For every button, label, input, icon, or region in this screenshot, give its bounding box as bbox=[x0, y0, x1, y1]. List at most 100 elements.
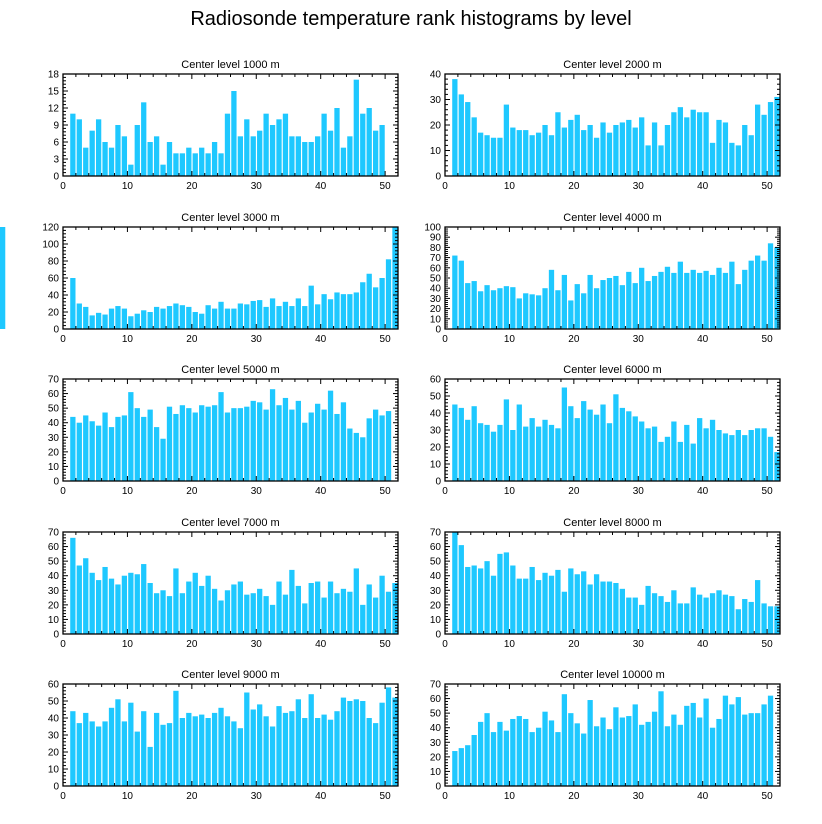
bar bbox=[89, 315, 95, 329]
panel-title: Center level 3000 m bbox=[181, 212, 279, 224]
bar bbox=[593, 726, 600, 786]
bar bbox=[722, 594, 729, 634]
bar bbox=[302, 142, 308, 176]
bar bbox=[645, 428, 651, 481]
bar bbox=[542, 419, 548, 481]
bar bbox=[767, 102, 774, 176]
x-tick-label: 30 bbox=[251, 334, 263, 345]
bar bbox=[613, 275, 619, 329]
bar bbox=[735, 145, 741, 176]
x-tick-label: 20 bbox=[568, 486, 580, 497]
bar bbox=[574, 574, 580, 634]
x-tick-label: 30 bbox=[633, 791, 645, 802]
bar bbox=[192, 312, 198, 329]
x-tick-label: 0 bbox=[442, 181, 448, 192]
bar bbox=[722, 695, 729, 786]
y-tick-label: 0 bbox=[435, 630, 441, 641]
bar bbox=[224, 412, 231, 481]
bar bbox=[555, 569, 561, 634]
bar bbox=[664, 266, 671, 329]
bar bbox=[748, 430, 754, 481]
bar bbox=[703, 270, 709, 329]
bar bbox=[458, 260, 464, 329]
bar bbox=[76, 422, 82, 481]
bar bbox=[535, 132, 542, 176]
bar bbox=[593, 288, 600, 329]
bar bbox=[192, 572, 198, 634]
panel-title: Center level 2000 m bbox=[563, 59, 661, 71]
bar bbox=[600, 122, 606, 176]
bar bbox=[250, 136, 256, 176]
y-tick-label: 30 bbox=[48, 731, 60, 742]
y-tick-label: 50 bbox=[430, 709, 442, 720]
bar bbox=[490, 137, 497, 176]
bar bbox=[471, 117, 477, 176]
bar bbox=[658, 271, 664, 329]
bar bbox=[327, 130, 334, 176]
bar bbox=[237, 581, 243, 634]
bar bbox=[664, 601, 671, 634]
bar bbox=[134, 574, 140, 634]
bar bbox=[282, 712, 289, 786]
panel-6: Center level 7000 m 0 10 20 30 40 50 0 10 20 30 40 5… bbox=[48, 517, 399, 650]
bar bbox=[153, 306, 160, 329]
bar bbox=[716, 267, 722, 329]
bar bbox=[716, 119, 722, 176]
panel-4: Center level 5000 m 0 10 20 30 40 50 0 10 20 30 40 5… bbox=[48, 364, 399, 497]
x-tick-label: 0 bbox=[60, 639, 66, 650]
y-tick-label: 30 bbox=[48, 586, 60, 597]
bar bbox=[308, 142, 314, 176]
x-tick-label: 20 bbox=[568, 181, 580, 192]
bar bbox=[639, 724, 645, 786]
bar bbox=[651, 122, 658, 176]
bar bbox=[373, 723, 379, 786]
x-tick-label: 30 bbox=[251, 486, 263, 497]
bar bbox=[587, 125, 593, 176]
bar bbox=[664, 125, 671, 176]
bar bbox=[755, 428, 761, 481]
bar bbox=[671, 590, 677, 634]
bar bbox=[613, 707, 619, 786]
bar bbox=[568, 119, 574, 176]
bar bbox=[89, 572, 95, 634]
y-tick-label: 40 bbox=[430, 723, 442, 734]
y-tick-label: 10 bbox=[430, 314, 442, 325]
bar bbox=[516, 404, 522, 481]
bar bbox=[697, 717, 703, 786]
x-tick-label: 30 bbox=[633, 334, 645, 345]
x-tick-label: 20 bbox=[186, 334, 198, 345]
bar bbox=[263, 716, 269, 786]
bar bbox=[716, 718, 722, 786]
bar bbox=[709, 593, 716, 634]
bar bbox=[360, 113, 366, 176]
bar bbox=[147, 583, 153, 634]
bar bbox=[523, 293, 529, 329]
y-tick-label: 50 bbox=[430, 392, 442, 403]
x-tick-label: 10 bbox=[504, 639, 516, 650]
x-tick-label: 30 bbox=[251, 181, 263, 192]
bar bbox=[542, 572, 548, 634]
x-tick-label: 20 bbox=[568, 334, 580, 345]
bar bbox=[379, 575, 385, 634]
bar bbox=[295, 136, 301, 176]
bar bbox=[186, 581, 192, 634]
y-tick-label: 10 bbox=[48, 462, 60, 473]
bar bbox=[593, 574, 600, 634]
bar bbox=[134, 125, 140, 176]
bar bbox=[115, 699, 121, 786]
bar bbox=[542, 711, 548, 786]
bar bbox=[626, 271, 632, 329]
panel-title: Center level 4000 m bbox=[563, 212, 661, 224]
bar bbox=[561, 591, 568, 634]
bar bbox=[392, 697, 398, 786]
x-tick-label: 0 bbox=[60, 791, 66, 802]
bar bbox=[108, 427, 115, 481]
bar bbox=[353, 568, 359, 634]
bar bbox=[523, 426, 529, 481]
bar bbox=[360, 604, 366, 634]
bar bbox=[282, 397, 289, 481]
bar bbox=[373, 409, 379, 481]
bar bbox=[735, 697, 741, 786]
bar bbox=[173, 690, 179, 786]
bar bbox=[477, 721, 484, 786]
